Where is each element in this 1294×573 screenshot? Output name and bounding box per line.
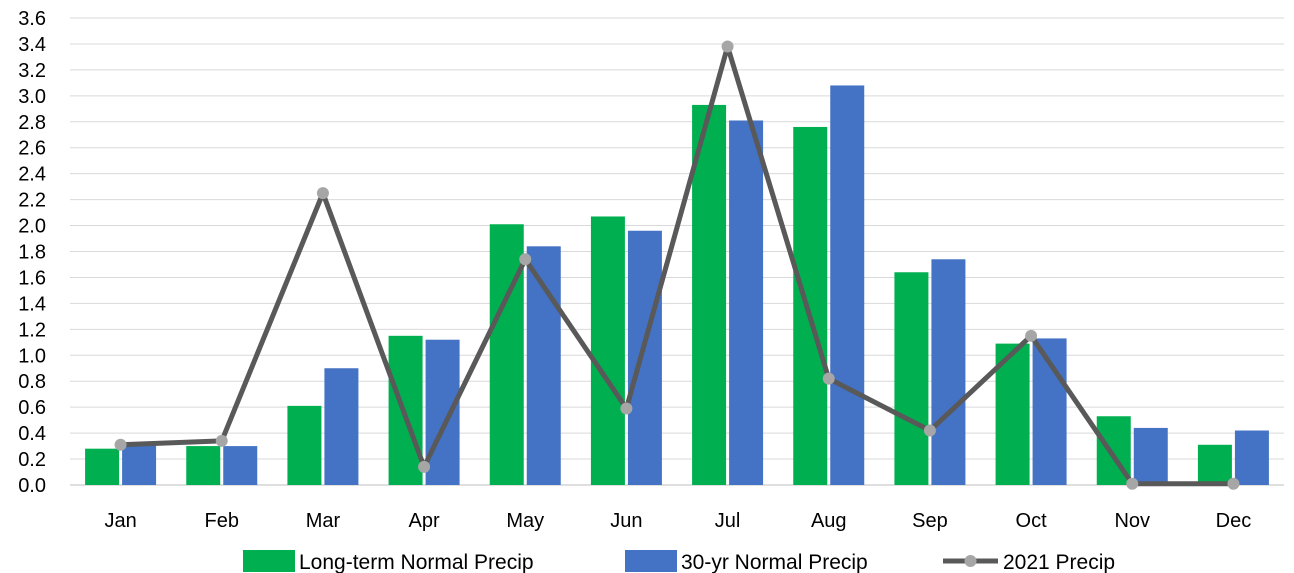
x-tick-label: Jan — [104, 510, 136, 532]
y-tick-label: 0.2 — [18, 449, 46, 471]
legend-label: Long-term Normal Precip — [299, 551, 534, 573]
legend: Long-term Normal Precip 30-yr Normal Prec… — [243, 550, 1115, 573]
bar-30-yr-normal-aug — [830, 85, 865, 485]
bar-30-yr-normal-jul — [729, 120, 764, 485]
y-tick-label: 2.2 — [18, 190, 46, 212]
bar-long-term-normal-sep — [894, 272, 929, 485]
y-tick-label: 0.6 — [18, 397, 46, 419]
bar-30-yr-normal-sep — [931, 259, 966, 485]
legend-swatch-marker — [964, 555, 977, 567]
bar-30-yr-normal-apr — [425, 339, 460, 485]
bar-30-yr-normal-jan — [122, 444, 157, 485]
legend-item: 2021 Precip — [943, 551, 1115, 573]
bar-long-term-normal-feb — [186, 446, 221, 485]
x-tick-label: Dec — [1216, 510, 1252, 532]
bar-long-term-normal-mar — [287, 405, 322, 485]
legend-label: 30-yr Normal Precip — [681, 551, 868, 573]
y-tick-label: 2.4 — [18, 164, 46, 186]
y-tick-label: 3.0 — [18, 86, 46, 108]
bar-long-term-normal-aug — [793, 126, 828, 485]
y-tick-label: 1.6 — [18, 267, 46, 289]
bar-long-term-normal-jun — [590, 216, 625, 485]
x-tick-label: Mar — [306, 510, 341, 532]
y-tick-label: 3.6 — [18, 8, 46, 30]
point-2021-precip-dec — [1227, 477, 1240, 490]
y-tick-label: 1.0 — [18, 345, 46, 367]
x-tick-label: Jul — [715, 510, 741, 532]
bars — [85, 85, 1269, 486]
point-2021-precip-mar — [316, 187, 329, 200]
line-series — [114, 40, 1240, 490]
x-tick-label: Jun — [610, 510, 642, 532]
point-2021-precip-nov — [1126, 477, 1139, 490]
point-2021-precip-may — [519, 253, 532, 266]
bar-30-yr-normal-jun — [627, 230, 662, 485]
y-tick-label: 0.8 — [18, 371, 46, 393]
y-tick-label: 1.2 — [18, 319, 46, 341]
bar-30-yr-normal-nov — [1133, 427, 1168, 485]
bar-30-yr-normal-feb — [223, 446, 258, 485]
y-tick-label: 0.4 — [18, 423, 46, 445]
legend-item: Long-term Normal Precip — [243, 550, 534, 573]
y-tick-label: 3.2 — [18, 60, 46, 82]
y-tick-label: 2.6 — [18, 138, 46, 160]
y-tick-label: 3.4 — [18, 34, 46, 56]
x-tick-label: Aug — [811, 510, 847, 532]
bar-30-yr-normal-dec — [1234, 430, 1269, 485]
point-2021-precip-jan — [114, 438, 127, 451]
legend-item: 30-yr Normal Precip — [625, 550, 868, 573]
y-tick-label: 1.4 — [18, 293, 46, 315]
point-2021-precip-jun — [620, 402, 633, 415]
gridlines — [70, 17, 1284, 486]
y-tick-label: 2.8 — [18, 112, 46, 134]
y-tick-label: 1.8 — [18, 242, 46, 264]
legend-label: 2021 Precip — [1003, 551, 1115, 573]
bar-long-term-normal-may — [489, 224, 524, 485]
bar-30-yr-normal-mar — [324, 368, 359, 485]
point-2021-precip-feb — [215, 434, 228, 447]
legend-swatch — [243, 550, 295, 572]
x-tick-label: Feb — [205, 510, 239, 532]
y-axis-tick-labels: 0.0 0.2 0.4 0.6 0.8 1.0 1.2 1.4 1.6 1.8 2.0 2.2 2.4 2… — [18, 8, 46, 497]
y-tick-label: 0.0 — [18, 475, 46, 497]
legend-swatch — [625, 550, 677, 572]
point-2021-precip-apr — [418, 460, 431, 473]
x-tick-label: May — [506, 510, 544, 532]
x-tick-label: Sep — [912, 510, 948, 532]
x-tick-label: Apr — [409, 510, 440, 532]
line-2021-precip — [120, 44, 1234, 487]
bar-long-term-normal-jul — [692, 104, 727, 486]
bar-long-term-normal-jan — [85, 448, 120, 485]
point-2021-precip-jul — [721, 40, 734, 53]
bar-long-term-normal-dec — [1197, 444, 1232, 485]
x-tick-label: Nov — [1114, 510, 1150, 532]
point-2021-precip-aug — [822, 372, 835, 385]
x-tick-label: Oct — [1016, 510, 1048, 532]
point-2021-precip-sep — [923, 424, 936, 437]
y-tick-label: 2.0 — [18, 216, 46, 238]
point-2021-precip-oct — [1025, 329, 1038, 342]
x-axis-tick-labels: Jan Feb Mar Apr May Jun Jul Aug Sep Oct Nov Dec — [104, 510, 1251, 532]
